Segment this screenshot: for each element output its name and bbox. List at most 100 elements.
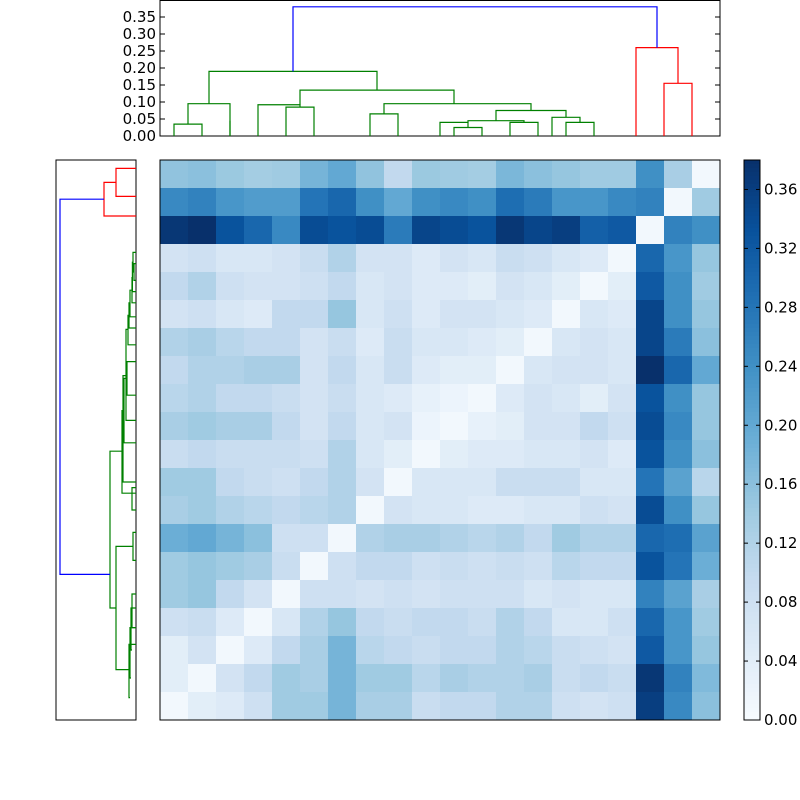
colorbar-segment xyxy=(744,380,760,385)
heatmap-cell xyxy=(552,216,581,245)
heatmap-cell xyxy=(692,580,721,609)
heatmap-cell xyxy=(636,664,665,693)
heatmap-cell xyxy=(272,160,301,189)
colorbar-segment xyxy=(744,468,760,473)
heatmap-cell xyxy=(692,160,721,189)
colorbar-segment xyxy=(744,532,760,537)
heatmap-cell xyxy=(580,216,609,245)
heatmap-cell xyxy=(412,636,441,665)
colorbar-segment xyxy=(744,328,760,333)
colorbar-segment xyxy=(744,500,760,505)
colorbar-segment xyxy=(744,452,760,457)
colorbar-segment xyxy=(744,408,760,413)
heatmap-cell xyxy=(440,664,469,693)
left-dendrogram-link xyxy=(126,361,136,396)
heatmap-cell xyxy=(356,608,385,637)
heatmap-cell xyxy=(384,496,413,525)
heatmap-cell xyxy=(468,356,497,385)
left-dendrogram-link xyxy=(131,487,136,511)
left-dendrogram-frame xyxy=(55,159,137,721)
heatmap-cell xyxy=(356,664,385,693)
colorbar-segment xyxy=(744,264,760,269)
heatmap-cell xyxy=(160,580,189,609)
heatmap-cell xyxy=(580,300,609,329)
heatmap-cell xyxy=(328,384,357,413)
colorbar-tick-label: 0.16 xyxy=(764,475,797,493)
heatmap-cell xyxy=(412,188,441,217)
colorbar-tick-label: 0.20 xyxy=(764,416,797,434)
heatmap-cell xyxy=(580,328,609,357)
colorbar-segment xyxy=(744,624,760,629)
heatmap-cell xyxy=(216,440,245,469)
heatmap-cell xyxy=(188,692,217,721)
colorbar-segment xyxy=(744,240,760,245)
colorbar-tick-label: 0.24 xyxy=(764,357,797,375)
colorbar-segment xyxy=(744,168,760,173)
heatmap-cell xyxy=(244,244,273,273)
left-dendrogram-link xyxy=(115,167,136,197)
left-dendrogram-link xyxy=(128,643,136,699)
heatmap-cell xyxy=(328,664,357,693)
heatmap-cell xyxy=(160,244,189,273)
top-dendrogram-link xyxy=(495,109,567,121)
heatmap-cell xyxy=(468,524,497,553)
colorbar-segment xyxy=(744,460,760,465)
heatmap-cell xyxy=(244,524,273,553)
heatmap-cell xyxy=(496,160,525,189)
heatmap-cell xyxy=(580,580,609,609)
heatmap-frame xyxy=(159,159,721,721)
heatmap-cell xyxy=(244,412,273,441)
top-dendrogram-ytick-label: 0.20 xyxy=(123,59,156,77)
colorbar-segment xyxy=(744,568,760,573)
heatmap-cell xyxy=(524,580,553,609)
colorbar-segment xyxy=(744,216,760,221)
heatmap-cell xyxy=(384,300,413,329)
heatmap-cell xyxy=(216,356,245,385)
heatmap-cell xyxy=(468,552,497,581)
heatmap-cell xyxy=(496,524,525,553)
heatmap-cell xyxy=(552,160,581,189)
colorbar-segment xyxy=(744,684,760,689)
heatmap-cell xyxy=(160,300,189,329)
heatmap-cell xyxy=(580,608,609,637)
heatmap-cell xyxy=(580,188,609,217)
heatmap-cell xyxy=(384,580,413,609)
heatmap-cell xyxy=(188,300,217,329)
colorbar-tick-label: 0.36 xyxy=(764,180,797,198)
heatmap-cell xyxy=(272,440,301,469)
heatmap-cell xyxy=(440,552,469,581)
heatmap-cell xyxy=(524,636,553,665)
heatmap-cell xyxy=(216,468,245,497)
heatmap-cell xyxy=(468,636,497,665)
heatmap-cell xyxy=(636,160,665,189)
heatmap-cell xyxy=(468,496,497,525)
heatmap-cell xyxy=(552,664,581,693)
left-dendrogram-link xyxy=(130,607,136,651)
heatmap-cell xyxy=(272,608,301,637)
heatmap-cell xyxy=(524,664,553,693)
heatmap-cell xyxy=(440,580,469,609)
heatmap-cell xyxy=(664,412,693,441)
colorbar-segment xyxy=(744,704,760,709)
colorbar-segment xyxy=(744,248,760,253)
heatmap-cell xyxy=(468,328,497,357)
heatmap-cell xyxy=(440,524,469,553)
heatmap-cell xyxy=(412,440,441,469)
colorbar-segment xyxy=(744,292,760,297)
heatmap-cell xyxy=(188,552,217,581)
colorbar-segment xyxy=(744,640,760,645)
heatmap-cell xyxy=(300,692,329,721)
heatmap-cell xyxy=(412,664,441,693)
heatmap-cell xyxy=(412,328,441,357)
colorbar-segment xyxy=(744,664,760,669)
heatmap-cell xyxy=(328,608,357,637)
heatmap-cell xyxy=(160,356,189,385)
heatmap-cell xyxy=(664,468,693,497)
heatmap-cell xyxy=(216,552,245,581)
heatmap-cell xyxy=(160,272,189,301)
heatmap-cell xyxy=(496,580,525,609)
heatmap-cell xyxy=(160,636,189,665)
heatmap-cell xyxy=(412,692,441,721)
heatmap-cell xyxy=(552,356,581,385)
heatmap-cell xyxy=(300,160,329,189)
